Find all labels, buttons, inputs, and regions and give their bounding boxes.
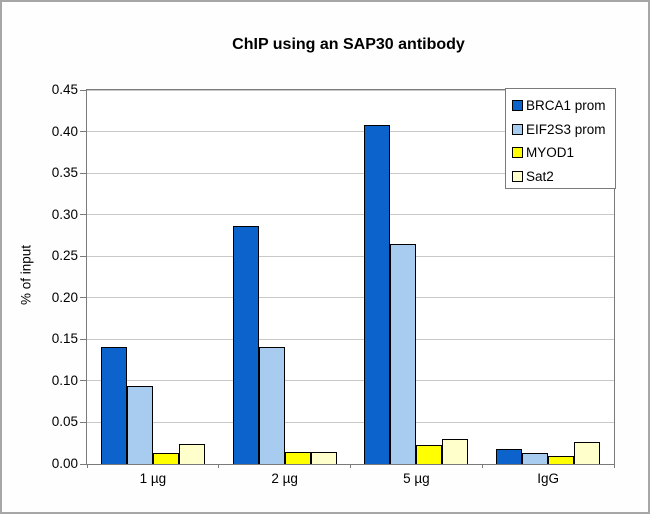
- legend-label: BRCA1 prom: [526, 98, 606, 114]
- x-tick-mark: [481, 464, 483, 468]
- y-tick-label: 0.10: [51, 372, 78, 388]
- legend-item-sat2: Sat2: [512, 165, 615, 189]
- bar-eif2s3-prom-1: [126, 385, 153, 464]
- y-tick-mark: [80, 338, 86, 340]
- x-category-label: 1 µg: [139, 471, 167, 486]
- y-tick-mark: [80, 380, 86, 382]
- gridline: [87, 338, 614, 340]
- y-tick-label: 0.35: [51, 165, 78, 181]
- y-tick-label: 0.15: [51, 331, 78, 347]
- bar-brca1-prom-4: [496, 449, 523, 464]
- y-tick-label: 0.25: [51, 248, 78, 264]
- y-tick-mark: [80, 131, 86, 133]
- legend-item-myod1: MYOD1: [512, 141, 615, 165]
- x-tick-mark: [86, 464, 88, 468]
- bar-myod1-4: [548, 455, 575, 464]
- gridline: [87, 380, 614, 382]
- gridline: [87, 131, 614, 133]
- y-tick-label: 0.45: [51, 82, 78, 97]
- y-tick-label: 0.30: [51, 206, 78, 222]
- gridline: [87, 421, 614, 423]
- y-tick-mark: [80, 89, 86, 91]
- y-tick-mark: [80, 421, 86, 423]
- y-tick-mark: [80, 172, 86, 174]
- gridline: [87, 255, 614, 257]
- x-category-label: 2 µg: [271, 471, 298, 486]
- bar-sat2-4: [574, 441, 601, 464]
- legend-item-brca1-prom: BRCA1 prom: [512, 94, 615, 118]
- chart-title: ChIP using an SAP30 antibody: [232, 36, 465, 53]
- y-tick-label: 0.05: [51, 414, 78, 430]
- y-tick-label: 0.40: [51, 123, 78, 139]
- bar-eif2s3-prom-2: [258, 346, 285, 464]
- bar-myod1-1: [152, 453, 179, 464]
- bar-myod1-3: [416, 444, 443, 464]
- y-tick-label: 0.00: [51, 456, 78, 471]
- gridline: [87, 297, 614, 299]
- gridline: [87, 214, 614, 216]
- bar-eif2s3-prom-4: [522, 453, 549, 464]
- x-tick-mark: [350, 464, 351, 468]
- bar-sat2-3: [442, 439, 469, 464]
- x-category-label: 5 µg: [403, 471, 430, 486]
- y-tick-mark: [80, 255, 86, 257]
- bar-eif2s3-prom-3: [390, 243, 417, 464]
- legend-label: Sat2: [526, 168, 554, 184]
- legend-swatch: [512, 100, 523, 112]
- x-tick-mark: [218, 464, 220, 468]
- bar-brca1-prom-1: [100, 346, 127, 464]
- x-category-label: IgG: [537, 471, 559, 486]
- gridline: [87, 172, 614, 174]
- legend: BRCA1 prom EIF2S3 prom MYOD1 Sat2: [505, 88, 616, 189]
- y-tick-mark: [80, 214, 86, 216]
- bar-sat2-1: [178, 444, 205, 464]
- gridline: [87, 89, 614, 91]
- legend-swatch: [512, 147, 523, 159]
- legend-label: EIF2S3 prom: [526, 121, 606, 137]
- legend-label: MYOD1: [526, 145, 575, 161]
- bar-brca1-prom-2: [232, 226, 259, 464]
- x-tick-mark: [613, 464, 615, 468]
- bar-brca1-prom-3: [364, 124, 391, 464]
- legend-swatch: [512, 170, 523, 182]
- bar-myod1-2: [284, 451, 311, 464]
- y-tick-label: 0.20: [51, 289, 78, 305]
- y-tick-mark: [80, 463, 86, 465]
- y-tick-mark: [80, 297, 86, 299]
- legend-item-eif2s3-prom: EIF2S3 prom: [512, 118, 615, 142]
- legend-swatch: [512, 123, 523, 135]
- bar-sat2-2: [310, 451, 337, 464]
